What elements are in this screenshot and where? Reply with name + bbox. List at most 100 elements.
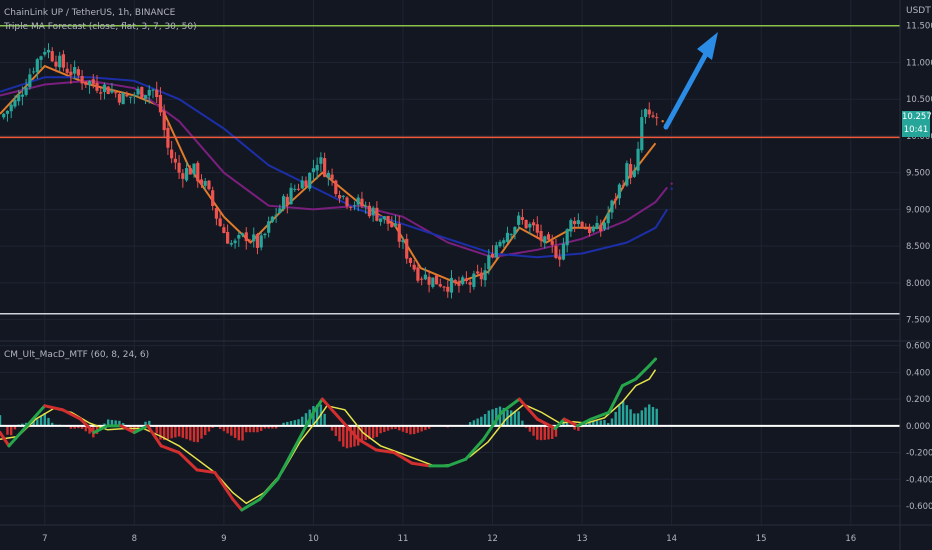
candle-body — [591, 227, 595, 232]
candle — [296, 183, 301, 191]
candle — [636, 141, 640, 175]
candle-body — [401, 240, 405, 243]
candle-body — [73, 67, 77, 74]
macd-histogram-bar — [155, 425, 158, 434]
candle-body — [423, 274, 427, 280]
candle-body — [147, 89, 151, 96]
candle-body — [378, 218, 383, 222]
candle-body — [255, 234, 260, 248]
candle — [270, 215, 274, 224]
candle — [334, 179, 338, 197]
candle — [110, 82, 114, 94]
macd-fast-segment — [276, 444, 298, 481]
candle-body — [46, 49, 51, 53]
candle — [487, 249, 491, 275]
candle-body — [61, 54, 66, 68]
macd-fast-segment — [240, 497, 262, 512]
candle — [226, 224, 230, 244]
macd-histogram-bar — [528, 425, 532, 432]
candle-body — [226, 231, 230, 244]
candle-body — [513, 226, 517, 235]
candle-body — [602, 222, 607, 230]
candle-body — [364, 205, 368, 207]
candle — [464, 271, 469, 285]
macd-histogram-bar — [274, 425, 278, 429]
candle — [651, 111, 655, 119]
candle-body — [69, 71, 73, 76]
candle — [69, 64, 73, 84]
macd-histogram-bar — [174, 425, 177, 438]
candle — [457, 276, 461, 293]
candle-body — [188, 167, 192, 175]
candle — [50, 47, 54, 63]
macd-fast-segment — [607, 384, 624, 414]
macd-histogram-bar — [390, 425, 393, 430]
candle — [46, 43, 51, 59]
candle — [576, 213, 580, 228]
candle — [599, 219, 603, 237]
candle — [461, 275, 465, 286]
macd-indicator-legend[interactable]: CM_Ult_MacD_MTF (60, 8, 24, 6) — [4, 350, 150, 360]
candle — [326, 170, 330, 186]
macd-histogram-bar — [293, 420, 296, 426]
candle — [565, 228, 569, 253]
candle-body — [240, 233, 245, 236]
price-axis[interactable]: 11.50011.00010.50010.0009.5009.0008.5008… — [906, 22, 932, 512]
candle-body — [84, 81, 88, 85]
macd-histogram-bar — [241, 425, 244, 441]
ma-indicator-legend[interactable]: Triple MA Forecast (close, flat, 3, 7, 3… — [4, 22, 197, 32]
macd-fast-segment — [7, 424, 29, 448]
candle — [401, 236, 405, 250]
candle-body — [479, 272, 483, 280]
macd-histogram-bar — [129, 425, 132, 430]
macd-tick-label: -0.600 — [906, 502, 932, 512]
candle-body — [229, 243, 233, 245]
macd-histogram-bar — [495, 407, 498, 426]
macd-histogram-bar — [562, 421, 565, 426]
macd-pane — [0, 345, 900, 512]
candle — [438, 278, 442, 288]
horizontal-lines[interactable] — [0, 24, 900, 315]
candle-body — [110, 90, 114, 93]
macd-histogram-bar — [118, 420, 121, 426]
candle-body — [151, 89, 155, 91]
macd-histogram-bar — [185, 425, 188, 440]
candle-body — [446, 286, 450, 292]
macd-histogram-bar — [259, 425, 263, 431]
up-arrow-drawing[interactable] — [663, 32, 718, 130]
candlesticks — [2, 43, 673, 299]
candle — [591, 225, 595, 233]
candle-body — [114, 92, 118, 94]
macd-tick-label: 0.400 — [906, 368, 930, 378]
candle — [587, 223, 592, 237]
candle — [315, 157, 319, 180]
candle-body — [397, 223, 401, 242]
candle — [5, 110, 10, 122]
candle — [65, 62, 69, 75]
candle-body — [416, 267, 420, 281]
candle — [319, 152, 323, 172]
macd-histogram-bar — [614, 411, 617, 426]
time-axis[interactable]: 7 8 9 10 11 12 13 14 15 16 — [0, 524, 932, 544]
macd-fast-segment — [499, 397, 521, 414]
macd-histogram-bar — [636, 413, 640, 426]
symbol-title[interactable]: ChainLink UP / TetherUS, 1h, BINANCE — [4, 8, 176, 18]
macd-histogram-bar — [9, 425, 13, 436]
macd-histogram-bar — [204, 425, 207, 436]
candle-body — [449, 277, 454, 293]
candle-body — [606, 213, 610, 224]
candle-body — [651, 115, 655, 117]
candle — [9, 102, 13, 119]
macd-fast-segment — [374, 448, 396, 455]
macd-histogram-bar — [513, 410, 517, 426]
macd-histogram-bar — [357, 425, 360, 446]
candle-body — [311, 168, 316, 173]
candle — [345, 196, 349, 209]
candle-body — [13, 99, 17, 107]
candle — [423, 267, 427, 281]
candle-body — [248, 241, 252, 243]
candle — [155, 81, 159, 104]
candle-body — [300, 180, 304, 189]
macd-histogram-bar — [39, 416, 43, 426]
